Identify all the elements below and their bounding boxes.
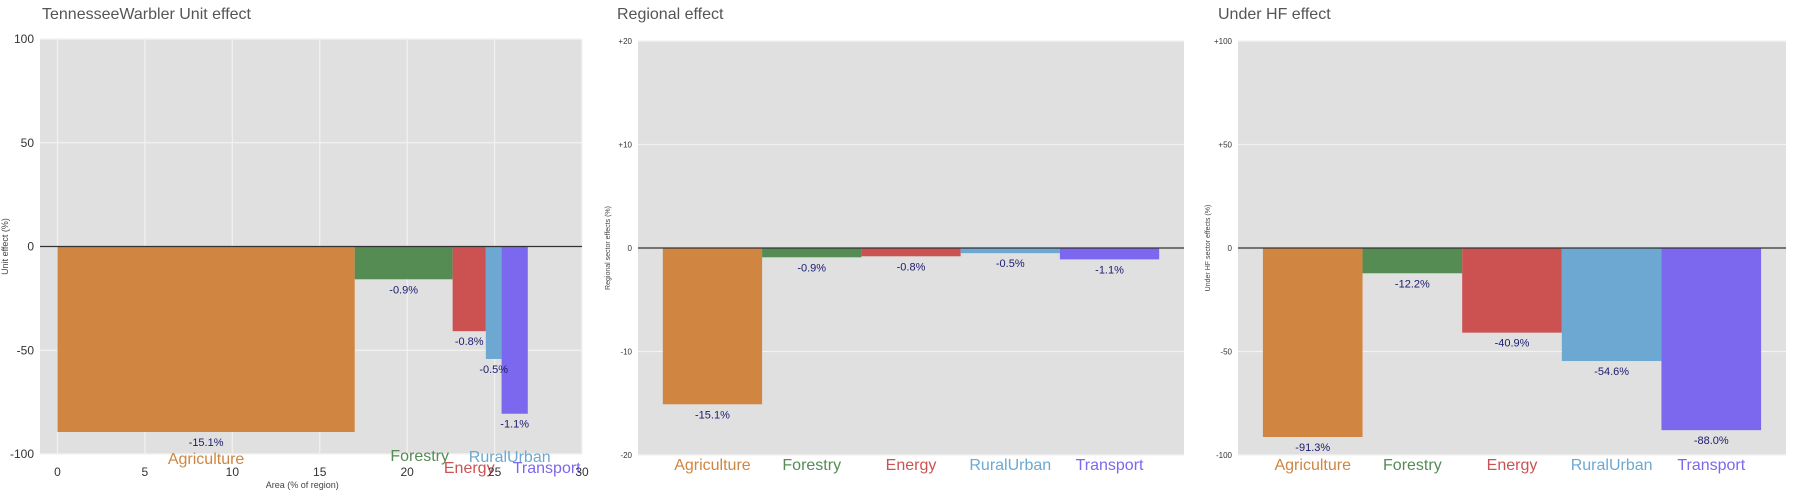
x-tick-label: 15: [313, 465, 327, 479]
category-label-forestry: Forestry: [390, 448, 449, 465]
y-tick-label: -20: [620, 451, 632, 460]
category-label-transport: Transport: [1076, 457, 1144, 474]
data-label-ruralurban: -54.6%: [1594, 366, 1629, 378]
bar-transport: [1661, 248, 1762, 431]
data-label-transport: -1.1%: [500, 419, 529, 431]
y-tick-label: 0: [628, 244, 633, 253]
category-label-energy: Energy: [444, 460, 495, 477]
chart-title: Under HF effect: [1218, 6, 1331, 23]
y-tick-label: -50: [1220, 347, 1232, 356]
bar-transport: [1059, 248, 1160, 260]
y-tick-label: +10: [618, 140, 632, 149]
y-axis-label: Regional sector effects (%): [605, 206, 612, 290]
data-label-ruralurban: -0.5%: [996, 258, 1025, 270]
y-tick-label: 100: [14, 32, 34, 46]
y-tick-label: +20: [618, 37, 632, 46]
chart-svg-2: Under HF effect +100 +50 0 -50 -100 Under HF s…: [1205, 6, 1786, 474]
y-axis-label: Under HF sector effects (%): [1205, 205, 1212, 292]
bar-agriculture: [1262, 248, 1363, 437]
bar-agriculture: [662, 248, 763, 405]
bar-agriculture: [57, 246, 355, 433]
data-label-transport: -1.1%: [1095, 264, 1124, 276]
bar-forestry: [354, 246, 453, 280]
x-tick-label: 30: [575, 465, 589, 479]
data-label-forestry: -12.2%: [1395, 278, 1430, 290]
x-tick-label: 10: [226, 465, 240, 479]
category-label-forestry: Forestry: [782, 457, 841, 474]
data-label-energy: -40.9%: [1495, 338, 1530, 350]
y-tick-label: +100: [1214, 37, 1233, 46]
bar-ruralurban: [485, 246, 502, 359]
chart-title: TennesseeWarbler Unit effect: [42, 6, 252, 23]
x-tick-label: 0: [54, 465, 61, 479]
category-label-transport: Transport: [513, 460, 581, 477]
y-tick-label: -50: [17, 343, 35, 357]
data-label-forestry: -0.9%: [389, 284, 418, 296]
category-label-agriculture: Agriculture: [168, 451, 245, 468]
y-axis-label: Unit effect (%): [0, 218, 10, 275]
chart-svg-1: Regional effect +20 +10 0 -10 -20 Regional sec…: [605, 6, 1184, 474]
under-hf-effect-chart: Under HF effect +100 +50 0 -50 -100 Under HF s…: [1200, 0, 1800, 500]
bar-ruralurban: [960, 248, 1060, 254]
y-tick-label: 0: [1228, 244, 1233, 253]
category-label-energy: Energy: [1487, 457, 1538, 474]
bar-forestry: [1362, 248, 1463, 274]
y-tick-label: -100: [10, 447, 34, 461]
bar-ruralurban: [1561, 248, 1662, 362]
x-tick-label: 20: [400, 465, 414, 479]
data-label-ruralurban: -0.5%: [479, 364, 508, 376]
chart-svg-0: TennesseeWarbler Unit effect100500-50-10…: [0, 6, 589, 490]
bar-energy: [861, 248, 961, 257]
regional-effect-chart: Regional effect +20 +10 0 -10 -20 Regional sec…: [600, 0, 1200, 500]
x-axis-label: Area (% of region): [266, 480, 339, 490]
category-label-agriculture: Agriculture: [674, 457, 751, 474]
y-tick-label: +50: [1218, 140, 1232, 149]
bar-energy: [1462, 248, 1562, 333]
data-label-energy: -0.8%: [455, 336, 484, 348]
data-label-forestry: -0.9%: [797, 262, 826, 274]
data-label-agriculture: -15.1%: [189, 437, 224, 449]
data-label-agriculture: -15.1%: [695, 409, 730, 421]
y-tick-label: -10: [620, 347, 632, 356]
category-label-agriculture: Agriculture: [1274, 457, 1351, 474]
bar-transport: [501, 246, 528, 414]
bar-forestry: [762, 248, 862, 258]
x-tick-label: 5: [142, 465, 149, 479]
data-label-agriculture: -91.3%: [1295, 442, 1330, 454]
y-tick-label: -100: [1216, 451, 1233, 460]
category-label-ruralurban: RuralUrban: [469, 449, 551, 466]
category-label-energy: Energy: [886, 457, 937, 474]
data-label-energy: -0.8%: [897, 261, 926, 273]
category-label-ruralurban: RuralUrban: [1571, 457, 1653, 474]
data-label-transport: -88.0%: [1694, 435, 1729, 447]
y-tick-label: 50: [21, 136, 35, 150]
chart-title: Regional effect: [617, 6, 724, 23]
category-label-ruralurban: RuralUrban: [969, 457, 1051, 474]
unit-effect-chart: TennesseeWarbler Unit effect 100 50 0 -50 -10…: [0, 0, 600, 500]
x-tick-label: 25: [488, 465, 502, 479]
bar-energy: [452, 246, 486, 332]
y-tick-label: 0: [27, 240, 34, 254]
category-label-transport: Transport: [1677, 457, 1745, 474]
category-label-forestry: Forestry: [1383, 457, 1442, 474]
